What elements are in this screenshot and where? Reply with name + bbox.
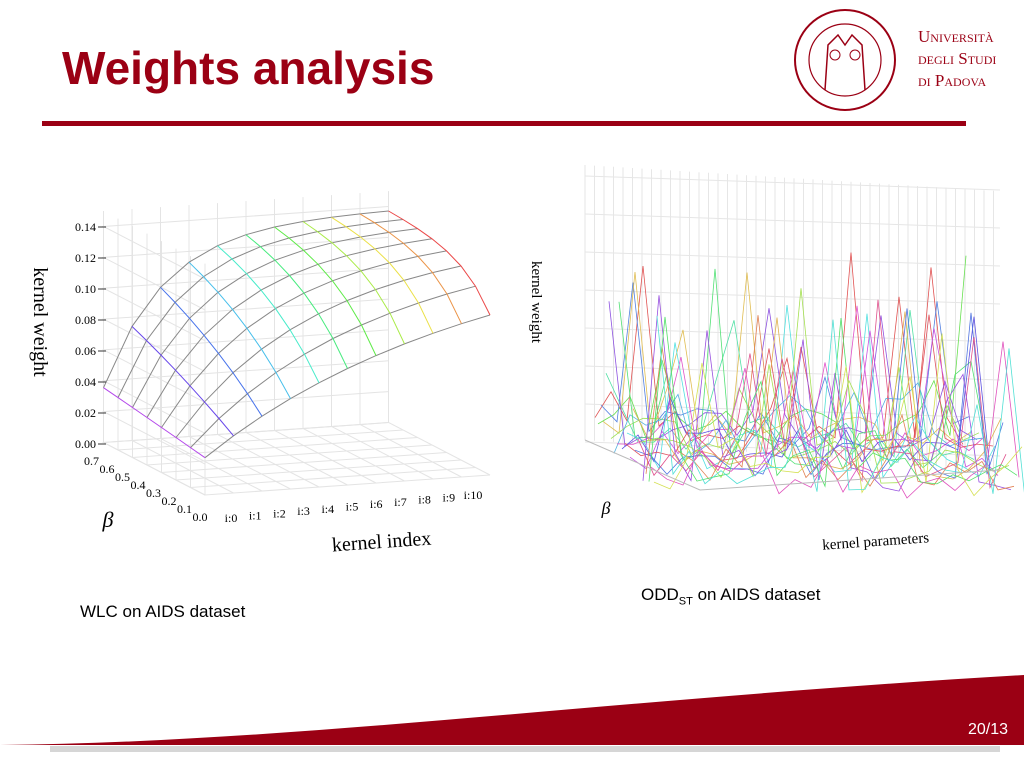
logo-text: di Padova [918, 71, 986, 90]
wall-grid [584, 213, 1001, 229]
x-tick-label: i:3 [297, 504, 310, 518]
caption-text: ODD [641, 585, 679, 604]
x-tick-label: i:0 [225, 511, 238, 525]
floor-grid [132, 226, 418, 459]
floor-grid [117, 218, 404, 451]
surface-line [160, 286, 263, 417]
surface-line [637, 299, 1007, 489]
z-tick-label: 0.06 [75, 344, 96, 358]
wall-grid [584, 289, 1001, 305]
surface-line [605, 310, 975, 460]
caption: WLC on AIDS dataset [80, 602, 246, 621]
surface-line [146, 238, 433, 418]
floor-grid [388, 191, 491, 476]
logo-seal [794, 9, 896, 111]
caption-text: on AIDS dataset [692, 585, 821, 604]
surface-line [618, 268, 988, 471]
surface-line [621, 316, 991, 471]
surface-line [188, 261, 291, 399]
footer-bar [50, 746, 1000, 752]
z-tick-label: 0.00 [75, 437, 96, 451]
beta-tick-label: 0.7 [84, 454, 99, 468]
caption-sub: ST [678, 595, 693, 608]
wall-grid [584, 251, 1001, 267]
surface-line [656, 315, 1024, 494]
slide-title: Weights analysis [62, 42, 434, 94]
floor-grid [146, 233, 433, 466]
z-axis-label: kernel weight [29, 267, 51, 377]
floor-edge [584, 439, 1001, 491]
floor-grid [161, 241, 447, 474]
floor-grid [204, 263, 491, 496]
surface-line [217, 245, 320, 384]
x-tick-label: i:10 [464, 488, 483, 502]
surface-line [331, 216, 434, 334]
z-tick-label: 0.08 [75, 313, 96, 327]
beta-tick-label: 0.0 [193, 510, 208, 524]
x-tick-label: i:1 [249, 509, 262, 523]
beta-axis-label: β [102, 507, 114, 532]
surface-line [131, 326, 234, 437]
beta-tick-label: 0.2 [162, 494, 177, 508]
surface-line [608, 301, 978, 449]
surface-line [648, 316, 1018, 488]
surface-line [302, 221, 405, 345]
surface-line [245, 234, 348, 369]
floor-grid [103, 211, 389, 444]
figure-odd: kernel weight β kernel parameters [528, 165, 1024, 554]
surface-line [103, 387, 206, 459]
surface-line [388, 210, 491, 316]
figure-wlc: 0.000.020.040.060.080.100.120.140.00.10.… [29, 191, 491, 557]
surface-line [600, 282, 970, 451]
x-tick-label: i:5 [346, 500, 359, 514]
x-tick-label: i:6 [370, 497, 383, 511]
page-number: 20/13 [968, 721, 1008, 738]
x-tick-label: i:2 [273, 506, 286, 520]
surface-line [204, 314, 491, 459]
x-tick-label: i:8 [418, 493, 431, 507]
wall-grid [584, 441, 1001, 457]
z-tick-label: 0.04 [75, 375, 96, 389]
title-rule [42, 121, 966, 126]
x-axis-label: kernel parameters [822, 530, 930, 553]
x-tick-label: i:4 [321, 502, 334, 516]
beta-tick-label: 0.3 [146, 486, 161, 500]
caption: ODDST on AIDS dataset [641, 585, 820, 607]
surface-line [640, 288, 1010, 484]
surface-line [602, 271, 972, 456]
surface-line [650, 341, 1020, 499]
z-tick-label: 0.12 [75, 251, 96, 265]
beta-axis-label: β [601, 498, 611, 518]
logo-text: Università [918, 27, 994, 46]
footer-swoosh [0, 675, 1024, 745]
x-axis-label: kernel index [331, 528, 432, 557]
wall-grid [584, 327, 1001, 343]
logo-text: degli Studi [918, 49, 996, 68]
beta-tick-label: 0.6 [100, 462, 115, 476]
surface-line [629, 328, 999, 476]
floor-grid [190, 256, 476, 489]
x-tick-label: i:9 [442, 490, 455, 504]
surface-line [359, 213, 462, 324]
floor-grid [175, 248, 462, 481]
z-axis-label: kernel weight [528, 261, 544, 344]
x-tick-label: i:7 [394, 495, 407, 509]
surface-line [274, 226, 377, 356]
beta-tick-label: 0.5 [115, 470, 130, 484]
z-tick-label: 0.14 [75, 220, 96, 234]
wall-grid [584, 175, 1001, 191]
z-tick-label: 0.02 [75, 406, 96, 420]
z-tick-label: 0.10 [75, 282, 96, 296]
surface-line [624, 314, 994, 465]
surface-line [653, 333, 1023, 497]
beta-tick-label: 0.4 [131, 478, 146, 492]
surface-line [626, 304, 996, 479]
surface-line [645, 315, 1015, 491]
beta-tick-label: 0.1 [177, 502, 192, 516]
